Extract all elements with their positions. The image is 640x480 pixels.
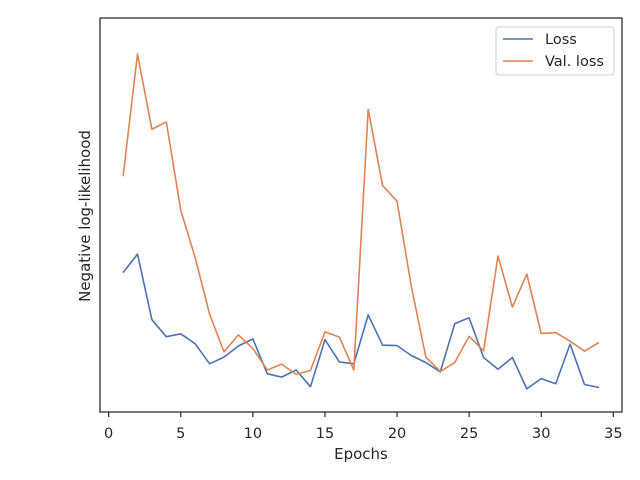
x-tick-label: 30 [532, 426, 550, 442]
x-tick-label: 5 [176, 426, 185, 442]
x-axis: 0 5 10 15 20 25 30 35 [104, 412, 623, 442]
x-tick-label: 15 [316, 426, 334, 442]
series-line-1 [122, 53, 600, 376]
legend: Loss Val. loss [495, 26, 615, 76]
x-tick-label: 10 [244, 426, 262, 442]
y-axis-label: Negative log-likelihood [76, 130, 94, 302]
x-tick-label: 0 [104, 426, 113, 442]
series-layer [122, 53, 600, 390]
x-tick-label: 20 [388, 426, 406, 442]
x-tick-label: 25 [460, 426, 478, 442]
x-tick-label: 35 [604, 426, 622, 442]
legend-label-0: Loss [545, 32, 577, 48]
x-axis-label: Epochs [334, 445, 388, 463]
legend-items: Loss Val. loss [503, 32, 604, 70]
legend-label-1: Val. loss [545, 54, 604, 70]
plot-frame [99, 17, 623, 413]
series-line-0 [122, 253, 600, 390]
